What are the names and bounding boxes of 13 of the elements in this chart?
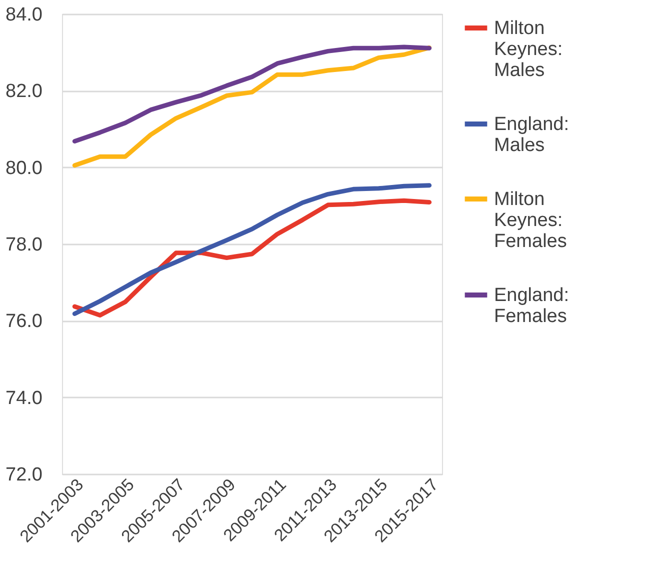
y-tick-label: 82.0 (6, 81, 42, 102)
legend-label: Milton Keynes: Females (494, 189, 567, 252)
legend-label: Milton Keynes: Males (494, 18, 563, 81)
legend-label: England: Females (494, 285, 570, 327)
line-series (72, 45, 432, 168)
y-tick-label: 76.0 (6, 311, 42, 332)
legend-label: England: Males (494, 114, 570, 156)
y-tick-label: 84.0 (6, 4, 42, 26)
y-tick-label: 78.0 (6, 234, 42, 256)
line-series (72, 44, 432, 144)
y-tick-label: 72.0 (6, 464, 42, 486)
y-tick-label: 74.0 (6, 388, 42, 409)
y-tick-label: 80.0 (6, 158, 42, 179)
